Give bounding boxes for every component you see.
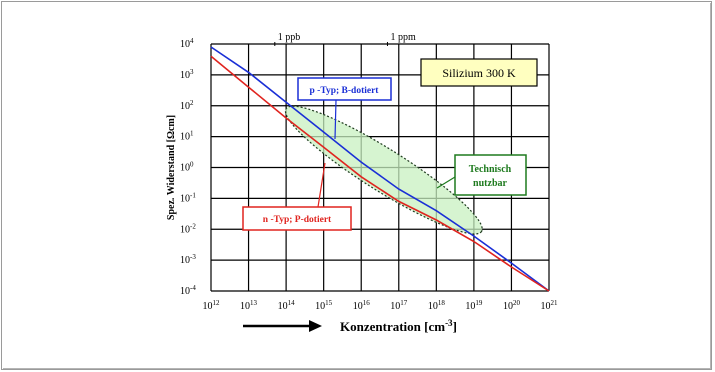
n-type-callout-leader: [317, 162, 326, 208]
y-tick-label: 10-1: [180, 191, 196, 204]
series-line-n-type: [210, 55, 550, 292]
region-label-line2: nutzbar: [473, 178, 507, 189]
series-line-p-type: [210, 46, 550, 292]
region-callout-leader: [436, 176, 456, 189]
title-box: [420, 58, 538, 87]
x-tick-label: 1013: [240, 299, 257, 312]
x-axis-label: Konzentration [cm-3]: [340, 318, 457, 334]
x-tick-label: 1014: [278, 299, 296, 312]
region-callout-box: [454, 154, 527, 196]
x-tick-label: 1016: [353, 299, 371, 312]
top-marker-label: 1 ppb: [278, 32, 301, 43]
x-tick-label: 1012: [203, 299, 221, 312]
p-type-callout-leader: [334, 99, 337, 140]
p-type-label: p -Typ; B-dotiert: [310, 86, 380, 96]
y-tick-label: 10-3: [180, 253, 196, 266]
p-type-callout-box: [297, 77, 392, 101]
x-tick-label: 1019: [465, 299, 483, 312]
x-tick-label: 1021: [541, 299, 559, 312]
n-type-label: n -Typ; P-dotiert: [263, 215, 332, 225]
y-tick-label: 10-2: [180, 222, 196, 235]
n-type-callout-box: [242, 206, 352, 231]
x-tick-label: 1015: [315, 299, 333, 312]
y-tick-label: 10-4: [180, 284, 196, 297]
y-tick-label: 100: [180, 161, 194, 174]
x-axis-arrow-head: [309, 320, 322, 332]
top-marker-label: 1 ppm: [390, 32, 416, 43]
y-tick-label: 101: [180, 130, 194, 143]
y-tick-label: 103: [180, 68, 194, 81]
y-tick-label: 102: [180, 99, 194, 112]
y-tick-label: 104: [180, 37, 194, 50]
x-tick-label: 1020: [503, 299, 521, 312]
chart-title: Silizium 300 K: [442, 66, 516, 80]
region-label-line1: Technisch: [469, 164, 512, 175]
y-axis-label: Spez. Widerstand [Ωcm]: [166, 115, 177, 220]
x-tick-label: 1018: [428, 299, 446, 312]
x-tick-label: 1017: [390, 299, 408, 312]
